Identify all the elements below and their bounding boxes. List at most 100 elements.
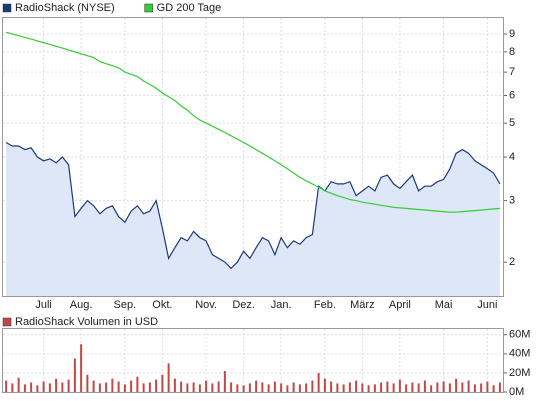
x-tick-label: Okt. xyxy=(152,299,172,311)
y-tick-label: 60M xyxy=(509,329,530,341)
volume-bar xyxy=(273,381,276,392)
y-tick-label: 4 xyxy=(509,151,515,163)
volume-bar xyxy=(111,378,114,392)
volume-bar xyxy=(448,383,451,392)
volume-bar xyxy=(298,384,301,392)
x-tick-label: Nov. xyxy=(195,299,217,311)
y-tick-label: 7 xyxy=(509,66,515,78)
volume-bar xyxy=(361,383,364,392)
volume-bar xyxy=(436,382,439,392)
x-tick-label: Mai xyxy=(435,299,453,311)
volume-bar xyxy=(367,385,370,392)
volume-bar xyxy=(23,384,26,392)
x-tick-label: Juli xyxy=(35,299,52,311)
y-tick-label: 40M xyxy=(509,348,530,360)
volume-bar xyxy=(417,383,420,392)
legend-label: RadioShack (NYSE) xyxy=(15,2,115,14)
volume-bar xyxy=(80,344,83,392)
volume-bar xyxy=(292,382,295,392)
volume-bar xyxy=(130,380,133,392)
volume-bar xyxy=(136,376,139,392)
volume-bar xyxy=(423,380,426,392)
volume-bar xyxy=(386,381,389,392)
y-tick-label: 0M xyxy=(509,386,524,398)
volume-bar xyxy=(455,378,458,392)
volume-bar xyxy=(442,381,445,392)
y-tick-label: 6 xyxy=(509,89,515,101)
volume-bar xyxy=(411,382,414,392)
volume-bar xyxy=(198,384,201,392)
volume-bar xyxy=(11,383,14,392)
x-tick-label: Feb. xyxy=(314,299,336,311)
volume-bar xyxy=(167,363,170,392)
x-tick-label: Sep. xyxy=(114,299,137,311)
volume-bar xyxy=(117,381,120,392)
legend-label: GD 200 Tage xyxy=(157,2,222,14)
volume-bar xyxy=(230,382,233,392)
volume-bar xyxy=(336,383,339,392)
volume-bar xyxy=(255,380,258,392)
volume-bar xyxy=(223,371,226,392)
volume-bar xyxy=(392,383,395,392)
volume-bar xyxy=(42,381,45,392)
y-tick-label: 3 xyxy=(509,195,515,207)
volume-bar xyxy=(317,372,320,392)
x-tick-label: Jan. xyxy=(271,299,292,311)
volume-bar xyxy=(473,384,476,392)
volume-bar xyxy=(5,380,8,392)
volume-bar xyxy=(55,378,58,392)
volume-bar xyxy=(286,385,289,392)
volume-bar xyxy=(73,358,76,392)
volume-bar xyxy=(148,382,151,392)
volume-bar xyxy=(155,379,158,392)
volume-bar xyxy=(186,383,189,392)
legend-label: RadioShack Volumen in USD xyxy=(15,316,158,328)
legend-swatch xyxy=(2,317,12,327)
y-tick-label: 5 xyxy=(509,117,515,129)
volume-bar xyxy=(461,382,464,392)
x-tick-label: Dez. xyxy=(232,299,255,311)
volume-bar xyxy=(248,383,251,392)
volume-bar xyxy=(373,384,376,392)
volume-bar xyxy=(105,382,108,392)
x-tick-label: März xyxy=(350,299,374,311)
volume-bar xyxy=(48,383,51,392)
volume-bar xyxy=(486,381,489,392)
volume-bar xyxy=(30,382,33,392)
volume-bar xyxy=(311,380,314,392)
volume-bar xyxy=(142,383,145,392)
volume-bar xyxy=(92,380,95,392)
volume-bar xyxy=(355,380,358,392)
volume-bar xyxy=(86,374,89,392)
volume-bar xyxy=(217,381,220,392)
y-tick-label: 2 xyxy=(509,256,515,268)
plot-frame xyxy=(2,328,504,393)
series-line xyxy=(5,31,500,213)
series-line xyxy=(5,141,501,270)
volume-bar xyxy=(398,379,401,392)
volume-bar xyxy=(67,379,70,392)
volume-bar xyxy=(467,380,470,392)
volume-bar xyxy=(305,383,308,392)
volume-bar xyxy=(211,383,214,392)
volume-bar xyxy=(236,384,239,392)
y-tick-label: 8 xyxy=(509,46,515,58)
volume-bar xyxy=(36,385,39,392)
volume-bar xyxy=(267,384,270,392)
volume-bar xyxy=(405,384,408,392)
volume-bar xyxy=(98,383,101,392)
volume-bar xyxy=(330,381,333,392)
x-tick-label: Aug. xyxy=(70,299,93,311)
volume-bar xyxy=(161,374,164,392)
volume-bar xyxy=(242,385,245,392)
volume-bar xyxy=(180,381,183,392)
price-area xyxy=(6,142,500,296)
x-tick-label: Juni xyxy=(477,299,497,311)
volume-bar xyxy=(380,382,383,392)
volume-bar xyxy=(261,382,264,392)
volume-bar xyxy=(430,385,433,392)
volume-bar xyxy=(192,382,195,392)
volume-bar xyxy=(17,377,20,392)
volume-bar xyxy=(492,385,495,392)
